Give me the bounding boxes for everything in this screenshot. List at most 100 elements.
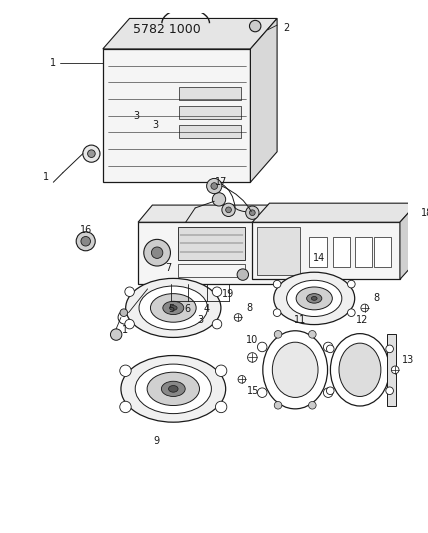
Text: 1: 1 bbox=[50, 58, 56, 68]
Bar bbox=[271, 241, 279, 259]
Polygon shape bbox=[295, 205, 309, 284]
Bar bbox=[179, 125, 241, 139]
Ellipse shape bbox=[296, 287, 332, 310]
Circle shape bbox=[81, 237, 90, 246]
Text: 1: 1 bbox=[122, 325, 128, 335]
Text: 9: 9 bbox=[153, 436, 159, 446]
Circle shape bbox=[152, 247, 163, 259]
Text: 18: 18 bbox=[420, 208, 428, 217]
Circle shape bbox=[250, 20, 261, 32]
Bar bbox=[309, 237, 327, 267]
Ellipse shape bbox=[272, 342, 318, 398]
Text: 3: 3 bbox=[133, 110, 139, 120]
Ellipse shape bbox=[330, 334, 389, 406]
Circle shape bbox=[125, 287, 134, 296]
Circle shape bbox=[257, 342, 267, 352]
Circle shape bbox=[144, 239, 170, 266]
Polygon shape bbox=[138, 205, 309, 222]
Bar bbox=[333, 237, 351, 267]
Circle shape bbox=[88, 150, 95, 157]
Bar bbox=[276, 227, 291, 238]
Polygon shape bbox=[250, 19, 277, 182]
Circle shape bbox=[327, 345, 334, 353]
Ellipse shape bbox=[139, 286, 208, 330]
Ellipse shape bbox=[339, 343, 381, 397]
Circle shape bbox=[234, 313, 242, 321]
Circle shape bbox=[215, 401, 227, 413]
Text: 17: 17 bbox=[215, 177, 227, 187]
Circle shape bbox=[207, 179, 222, 193]
Polygon shape bbox=[253, 203, 417, 222]
Circle shape bbox=[83, 145, 100, 162]
Text: 10: 10 bbox=[246, 335, 259, 345]
Bar bbox=[386, 334, 396, 406]
Circle shape bbox=[386, 387, 393, 394]
Ellipse shape bbox=[151, 294, 196, 322]
Circle shape bbox=[391, 366, 399, 374]
Bar bbox=[374, 237, 391, 267]
Ellipse shape bbox=[306, 294, 322, 303]
Ellipse shape bbox=[287, 280, 342, 317]
Bar bbox=[262, 241, 270, 259]
Circle shape bbox=[309, 330, 316, 338]
Polygon shape bbox=[103, 19, 277, 49]
Text: 11: 11 bbox=[294, 316, 306, 325]
Circle shape bbox=[348, 309, 355, 317]
Bar bbox=[253, 241, 260, 259]
Circle shape bbox=[222, 203, 235, 216]
Circle shape bbox=[324, 388, 333, 398]
Circle shape bbox=[212, 193, 226, 206]
Ellipse shape bbox=[163, 301, 184, 314]
Text: 1: 1 bbox=[43, 173, 49, 182]
Circle shape bbox=[120, 309, 128, 317]
Ellipse shape bbox=[135, 364, 211, 414]
Circle shape bbox=[273, 280, 281, 288]
Text: 4: 4 bbox=[204, 304, 210, 314]
Polygon shape bbox=[400, 203, 417, 279]
Ellipse shape bbox=[312, 296, 317, 300]
Circle shape bbox=[246, 206, 259, 220]
Circle shape bbox=[247, 353, 257, 362]
Circle shape bbox=[273, 309, 281, 317]
Bar bbox=[178, 227, 245, 260]
Bar bbox=[281, 241, 288, 259]
Circle shape bbox=[386, 345, 393, 353]
Text: 14: 14 bbox=[313, 253, 325, 263]
Circle shape bbox=[361, 304, 369, 312]
Text: 16: 16 bbox=[80, 225, 92, 235]
Bar bbox=[138, 222, 295, 284]
Text: 15: 15 bbox=[247, 386, 259, 396]
Bar bbox=[355, 237, 372, 267]
Bar bbox=[178, 264, 245, 278]
Circle shape bbox=[348, 280, 355, 288]
Text: 3: 3 bbox=[152, 120, 158, 130]
Circle shape bbox=[110, 329, 122, 340]
Circle shape bbox=[324, 342, 333, 352]
Bar bbox=[179, 87, 241, 100]
Circle shape bbox=[274, 330, 282, 338]
Circle shape bbox=[118, 311, 131, 324]
Circle shape bbox=[274, 401, 282, 409]
Circle shape bbox=[120, 401, 131, 413]
Text: 12: 12 bbox=[356, 316, 368, 325]
Circle shape bbox=[237, 269, 249, 280]
Ellipse shape bbox=[274, 272, 355, 325]
Circle shape bbox=[238, 376, 246, 383]
Ellipse shape bbox=[263, 331, 327, 409]
Circle shape bbox=[250, 210, 255, 215]
Bar bbox=[103, 49, 250, 182]
Text: 8: 8 bbox=[247, 303, 253, 313]
Bar bbox=[179, 106, 241, 119]
Text: 5: 5 bbox=[168, 304, 175, 314]
Text: 19: 19 bbox=[223, 289, 235, 298]
Text: 3: 3 bbox=[197, 316, 203, 325]
Ellipse shape bbox=[147, 372, 199, 406]
Circle shape bbox=[226, 207, 232, 213]
Text: 13: 13 bbox=[402, 356, 415, 365]
Ellipse shape bbox=[121, 356, 226, 422]
Text: 6: 6 bbox=[184, 304, 190, 314]
Circle shape bbox=[212, 319, 222, 329]
Bar bbox=[257, 227, 300, 274]
Circle shape bbox=[76, 232, 95, 251]
Text: 2: 2 bbox=[283, 23, 290, 33]
